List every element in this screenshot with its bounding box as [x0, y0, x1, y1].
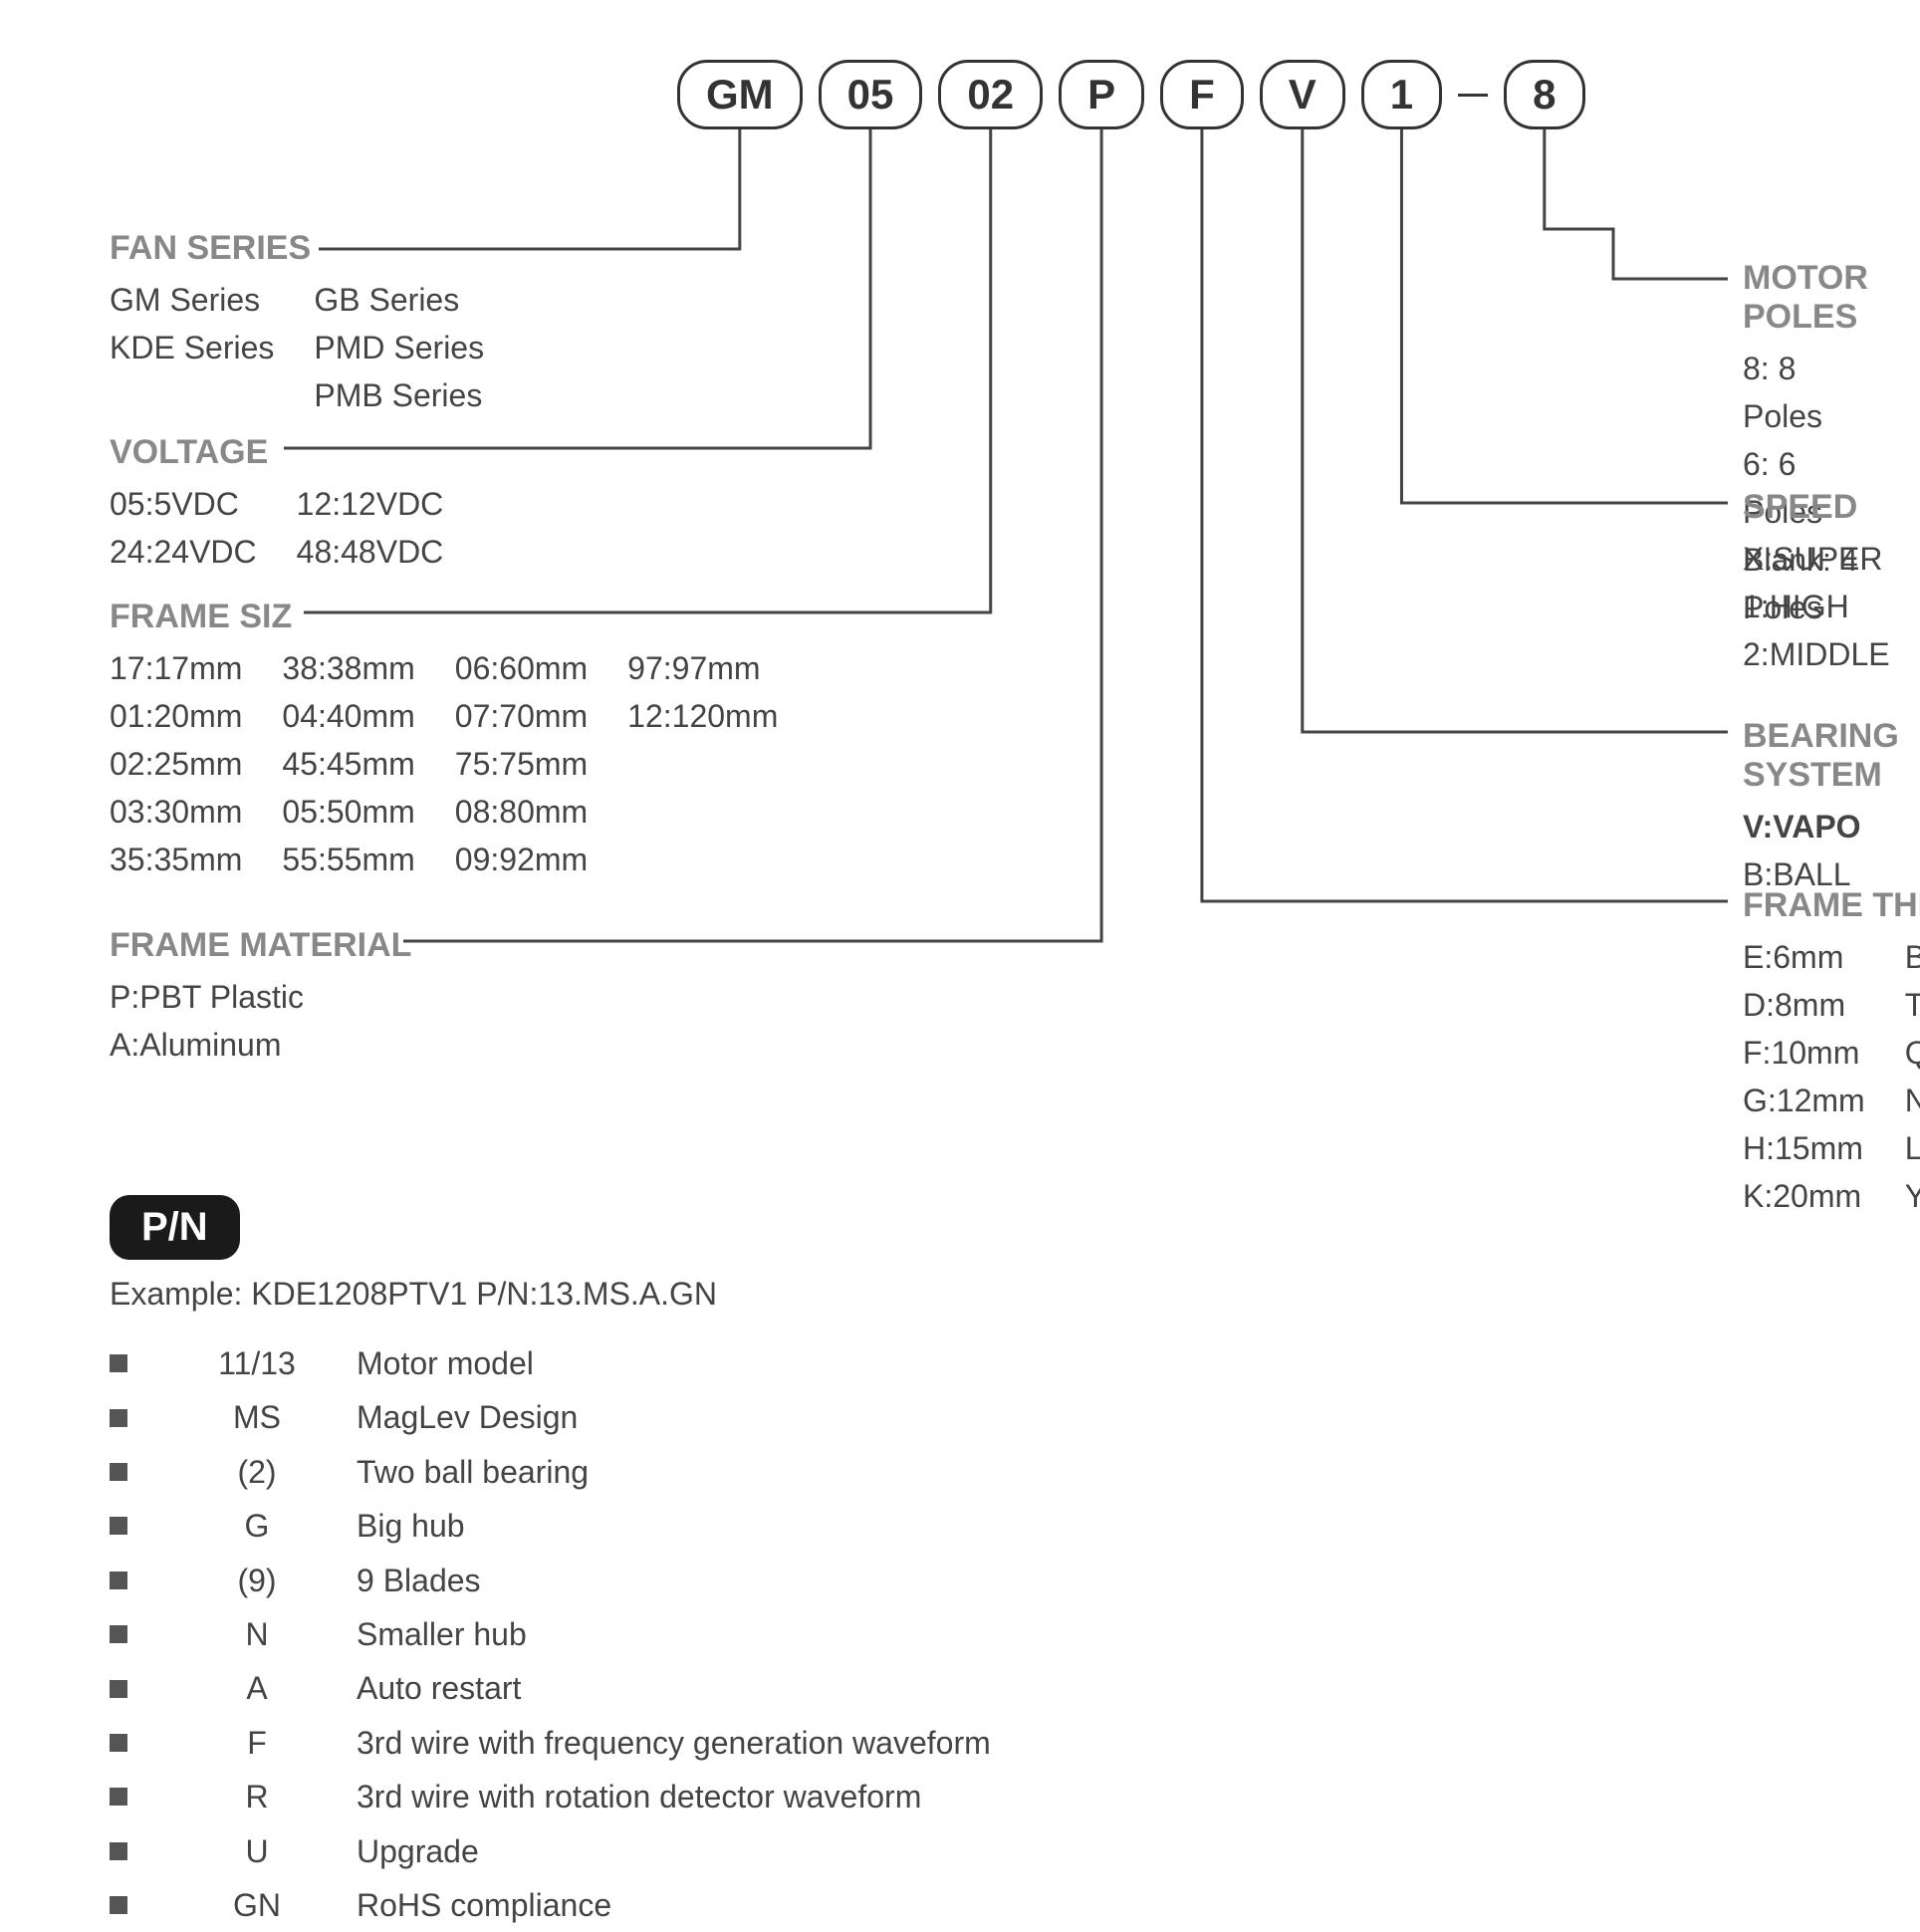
code-box-5: V — [1260, 60, 1345, 129]
pn-row: 11/13 Motor model — [110, 1336, 991, 1390]
pn-code: G — [187, 1499, 327, 1553]
motor-poles-title: MOTOR POLES — [1743, 259, 1880, 337]
pn-row: R 3rd wire with rotation detector wavefo… — [110, 1770, 991, 1823]
section-frame-size: FRAME SIZ 17:17mm01:20mm02:25mm03:30mm35… — [110, 598, 778, 883]
pn-row: G Big hub — [110, 1499, 991, 1553]
list-col: 38:38mm04:40mm45:45mm05:50mm55:55mm — [282, 644, 414, 883]
pn-desc: Big hub — [357, 1499, 465, 1553]
thickness-items: E:6mmD:8mmF:10mmG:12mmH:15mmK:20mm B:24m… — [1743, 933, 1920, 1220]
pn-code: U — [187, 1824, 327, 1878]
list-col: E:6mmD:8mmF:10mmG:12mmH:15mmK:20mm — [1743, 933, 1865, 1220]
pn-section: P/N Example: KDE1208PTV1 P/N:13.MS.A.GN … — [110, 1195, 991, 1932]
fan-series-title: FAN SERIES — [110, 229, 484, 268]
code-box-3: P — [1059, 60, 1144, 129]
pn-desc: 9 Blades — [357, 1554, 481, 1607]
pn-code: (2) — [187, 1445, 327, 1499]
pn-desc: Motor model — [357, 1336, 534, 1390]
pn-desc: RoHS compliance — [357, 1878, 611, 1932]
frame-size-items: 17:17mm01:20mm02:25mm03:30mm35:35mm 38:3… — [110, 644, 778, 883]
pn-row: GN RoHS compliance — [110, 1878, 991, 1932]
pn-example: Example: KDE1208PTV1 P/N:13.MS.A.GN — [110, 1276, 991, 1313]
code-box-6: 1 — [1361, 60, 1442, 129]
list-col: 17:17mm01:20mm02:25mm03:30mm35:35mm — [110, 644, 242, 883]
pn-code: N — [187, 1607, 327, 1661]
list-item: GB SeriesPMD SeriesPMB Series — [314, 276, 484, 419]
pn-desc: Smaller hub — [357, 1607, 527, 1661]
bullet-icon — [110, 1409, 127, 1427]
list-item: A:Aluminum — [110, 1021, 411, 1069]
section-speed: SPEED X:SUPER1:HIGH2:MIDDLE 3:LOW4:EXTRA… — [1743, 488, 1920, 678]
list-item: 05:5VDC24:24VDC — [110, 480, 257, 576]
pn-code: MS — [187, 1390, 327, 1444]
section-voltage: VOLTAGE 05:5VDC24:24VDC 12:12VDC48:48VDC — [110, 433, 443, 576]
list-col: B:24mmT:25mmQ:28mmN:30mmL:32mmY:33mm — [1905, 933, 1920, 1220]
bullet-icon — [110, 1463, 127, 1481]
bullet-icon — [110, 1842, 127, 1860]
code-box-4: F — [1160, 60, 1244, 129]
pn-badge: P/N — [110, 1195, 240, 1260]
bearing-title: BEARING SYSTEM — [1743, 717, 1899, 795]
pn-desc: 3rd wire with frequency generation wavef… — [357, 1716, 991, 1770]
pn-desc: Two ball bearing — [357, 1445, 589, 1499]
pn-desc: MagLev Design — [357, 1390, 578, 1444]
bullet-icon — [110, 1788, 127, 1806]
list-item: P:PBT Plastic — [110, 973, 411, 1021]
voltage-title: VOLTAGE — [110, 433, 443, 472]
pn-table: 11/13 Motor model MS MagLev Design (2) T… — [110, 1336, 991, 1932]
list-item: 12:12VDC48:48VDC — [297, 480, 444, 576]
list-item: GM SeriesKDE Series — [110, 276, 274, 419]
thickness-title: FRAME THICKNESS — [1743, 886, 1920, 925]
pn-code: R — [187, 1770, 327, 1823]
pn-row: F 3rd wire with frequency generation wav… — [110, 1716, 991, 1770]
fan-series-items: GM SeriesKDE Series GB SeriesPMD SeriesP… — [110, 276, 484, 419]
code-box-1: 05 — [819, 60, 923, 129]
bullet-icon — [110, 1896, 127, 1914]
bullet-icon — [110, 1571, 127, 1589]
bullet-icon — [110, 1734, 127, 1752]
pn-desc: Upgrade — [357, 1824, 479, 1878]
speed-items: X:SUPER1:HIGH2:MIDDLE 3:LOW4:EXTRA LOW — [1743, 535, 1920, 678]
list-col: X:SUPER1:HIGH2:MIDDLE — [1743, 535, 1890, 678]
speed-title: SPEED — [1743, 488, 1920, 527]
section-bearing: BEARING SYSTEM V:VAPO B:BALL — [1743, 717, 1899, 898]
code-row: GM 05 02 P F V 1 8 — [677, 60, 1585, 129]
bullet-icon — [110, 1354, 127, 1372]
list-item: V:VAPO — [1743, 803, 1899, 850]
list-item: 8: 8 Poles — [1743, 345, 1880, 440]
pn-desc: 3rd wire with rotation detector waveform — [357, 1770, 921, 1823]
pn-row: (9) 9 Blades — [110, 1554, 991, 1607]
section-thickness: FRAME THICKNESS E:6mmD:8mmF:10mmG:12mmH:… — [1743, 886, 1920, 1220]
pn-code: 11/13 — [187, 1336, 327, 1390]
bullet-icon — [110, 1680, 127, 1698]
pn-row: (2) Two ball bearing — [110, 1445, 991, 1499]
frame-material-items: P:PBT Plastic A:Aluminum — [110, 973, 411, 1069]
bullet-icon — [110, 1625, 127, 1643]
pn-code: F — [187, 1716, 327, 1770]
code-box-0: GM — [677, 60, 803, 129]
code-box-2: 02 — [938, 60, 1043, 129]
section-frame-material: FRAME MATERIAL P:PBT Plastic A:Aluminum — [110, 926, 411, 1069]
pn-code: GN — [187, 1878, 327, 1932]
list-col: 06:60mm07:70mm75:75mm08:80mm09:92mm — [455, 644, 588, 883]
bearing-items: V:VAPO B:BALL — [1743, 803, 1899, 898]
voltage-items: 05:5VDC24:24VDC 12:12VDC48:48VDC — [110, 480, 443, 576]
frame-size-title: FRAME SIZ — [110, 598, 778, 636]
list-col: 97:97mm12:120mm — [627, 644, 778, 883]
frame-material-title: FRAME MATERIAL — [110, 926, 411, 965]
pn-row: N Smaller hub — [110, 1607, 991, 1661]
code-dash — [1458, 94, 1488, 97]
code-box-7: 8 — [1504, 60, 1584, 129]
pn-code: (9) — [187, 1554, 327, 1607]
section-fan-series: FAN SERIES GM SeriesKDE Series GB Series… — [110, 229, 484, 419]
pn-row: U Upgrade — [110, 1824, 991, 1878]
pn-row: MS MagLev Design — [110, 1390, 991, 1444]
bullet-icon — [110, 1517, 127, 1535]
